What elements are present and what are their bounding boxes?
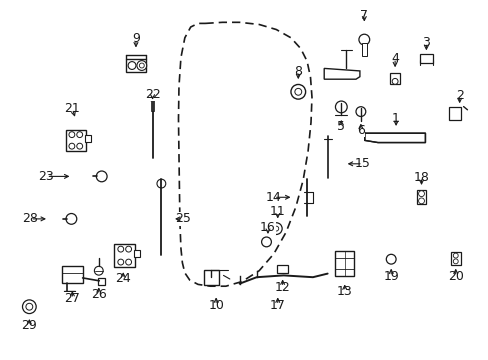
- Text: 29: 29: [21, 319, 37, 332]
- Bar: [277, 265, 287, 273]
- Circle shape: [290, 85, 305, 99]
- Bar: [447, 107, 460, 120]
- Circle shape: [452, 253, 457, 258]
- Circle shape: [261, 237, 271, 247]
- Text: 19: 19: [383, 270, 398, 283]
- Text: 7: 7: [360, 9, 367, 22]
- Text: 22: 22: [144, 88, 160, 101]
- Bar: [98, 278, 105, 285]
- Circle shape: [355, 107, 365, 117]
- Bar: [419, 54, 432, 63]
- Circle shape: [69, 143, 75, 149]
- Circle shape: [125, 246, 131, 252]
- Text: 3: 3: [422, 36, 429, 49]
- Circle shape: [270, 223, 282, 234]
- Text: 12: 12: [274, 281, 290, 294]
- Circle shape: [335, 101, 346, 113]
- Circle shape: [77, 132, 82, 138]
- Text: 16: 16: [260, 221, 275, 234]
- Bar: [114, 244, 135, 267]
- Text: 17: 17: [269, 299, 285, 312]
- Bar: [126, 59, 145, 72]
- Bar: [416, 190, 426, 204]
- Circle shape: [391, 78, 397, 84]
- Circle shape: [418, 191, 424, 197]
- Circle shape: [22, 300, 36, 314]
- Text: 9: 9: [132, 32, 140, 45]
- Bar: [335, 251, 353, 276]
- Circle shape: [118, 246, 123, 252]
- Text: 2: 2: [455, 89, 463, 102]
- Text: 28: 28: [22, 212, 38, 225]
- Circle shape: [148, 93, 156, 101]
- Circle shape: [128, 62, 136, 69]
- Bar: [151, 96, 154, 111]
- Polygon shape: [364, 133, 425, 143]
- Text: 25: 25: [175, 212, 191, 225]
- Circle shape: [77, 143, 82, 149]
- Text: 21: 21: [64, 102, 80, 115]
- Text: 11: 11: [269, 205, 285, 218]
- Circle shape: [294, 88, 301, 95]
- Circle shape: [418, 198, 424, 204]
- Bar: [62, 266, 82, 283]
- Circle shape: [157, 179, 165, 188]
- Circle shape: [94, 266, 103, 275]
- Bar: [85, 135, 91, 142]
- Circle shape: [118, 259, 123, 265]
- Circle shape: [386, 254, 395, 264]
- Text: 14: 14: [265, 191, 281, 204]
- Bar: [203, 270, 218, 285]
- Text: 20: 20: [447, 270, 463, 283]
- Text: 4: 4: [390, 52, 398, 65]
- Bar: [65, 130, 86, 151]
- Text: 1: 1: [391, 112, 399, 125]
- Text: 6: 6: [356, 124, 364, 137]
- Bar: [361, 43, 366, 55]
- Circle shape: [69, 132, 75, 138]
- Circle shape: [139, 63, 144, 68]
- Circle shape: [452, 259, 457, 264]
- Circle shape: [137, 60, 146, 71]
- Text: 5: 5: [337, 120, 345, 133]
- Text: 23: 23: [39, 170, 54, 183]
- Circle shape: [125, 259, 131, 265]
- Bar: [134, 250, 140, 257]
- Text: 18: 18: [413, 171, 428, 184]
- Circle shape: [96, 171, 107, 182]
- Polygon shape: [324, 68, 359, 79]
- Circle shape: [358, 34, 369, 45]
- Text: 15: 15: [354, 157, 370, 170]
- Circle shape: [26, 303, 33, 310]
- Text: 24: 24: [115, 273, 131, 285]
- Bar: [389, 73, 400, 84]
- Text: 8: 8: [294, 65, 302, 78]
- Text: 27: 27: [64, 292, 80, 305]
- Text: 13: 13: [336, 285, 352, 298]
- Circle shape: [273, 226, 278, 231]
- Text: 10: 10: [208, 299, 224, 312]
- Bar: [450, 252, 460, 265]
- Circle shape: [66, 213, 77, 224]
- Text: 26: 26: [91, 288, 106, 301]
